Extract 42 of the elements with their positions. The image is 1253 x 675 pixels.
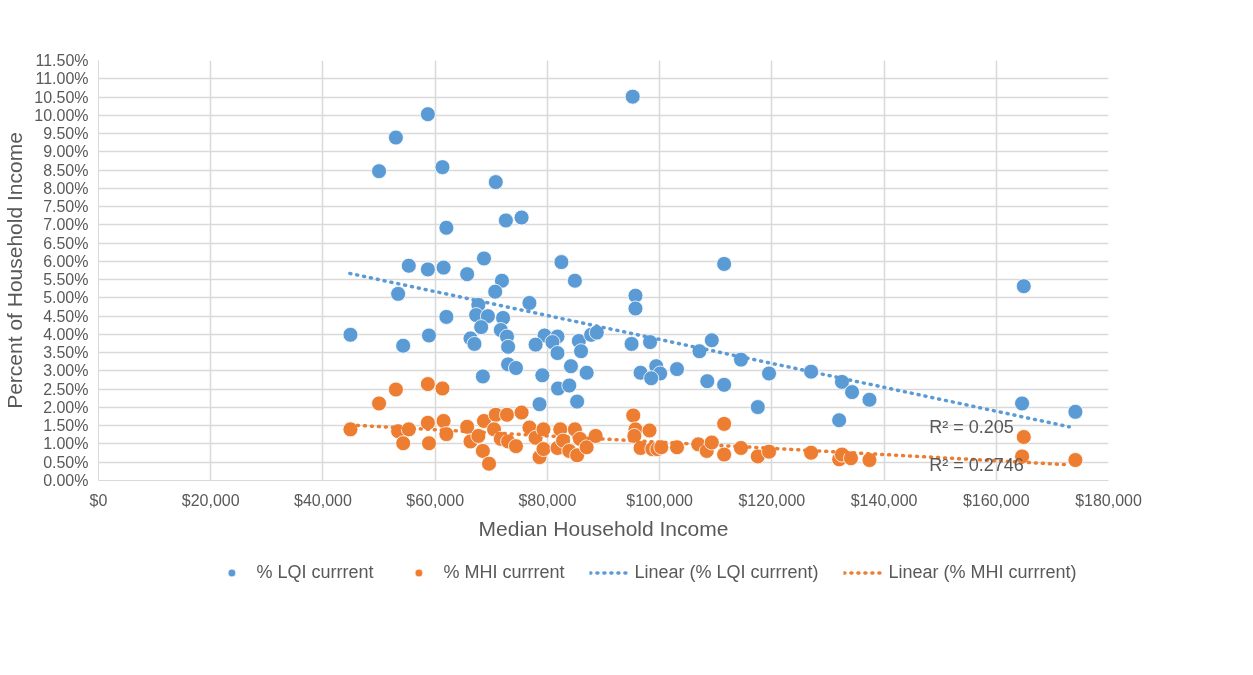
y-tick-label: 4.50%: [43, 307, 89, 325]
y-tick-label: 11.00%: [35, 70, 89, 88]
y-tick-label: 1.50%: [43, 417, 89, 435]
y-axis-title: Percent of Household Income: [3, 132, 27, 409]
y-tick-label: 10.50%: [34, 88, 89, 106]
y-tick-label: 0.50%: [43, 453, 89, 471]
annotation: R² = 0.2746: [929, 454, 1024, 475]
x-tick-label: $100,000: [626, 491, 694, 509]
x-axis-title: Median Household Income: [478, 516, 729, 540]
y-tick-label: 7.00%: [43, 216, 89, 234]
y-tick-label: 6.50%: [43, 234, 89, 252]
y-tick-label: 2.00%: [43, 398, 89, 416]
y-tick-label: 6.00%: [43, 252, 89, 270]
x-tick-label: $160,000: [962, 491, 1030, 509]
y-tick-label: 9.00%: [43, 143, 89, 161]
x-tick-label: $20,000: [181, 491, 240, 509]
x-tick-label: $120,000: [738, 491, 806, 509]
y-tick-label: 0.00%: [43, 472, 89, 489]
y-tick-label: 3.50%: [43, 344, 89, 362]
annotation: R² = 0.205: [929, 416, 1014, 437]
legend-label: Linear (% MHI currrent): [888, 561, 1077, 583]
y-tick-label: 11.50%: [35, 52, 89, 69]
y-tick-label: 4.00%: [43, 325, 89, 343]
x-tick-label: $80,000: [518, 491, 577, 509]
legend-label: % LQI currrent: [256, 561, 374, 583]
y-tick-label: 2.50%: [43, 380, 89, 398]
y-tick-label: 5.00%: [43, 289, 89, 307]
y-tick-label: 1.00%: [43, 435, 89, 453]
x-tick-label: $0: [89, 491, 108, 509]
y-tick-label: 7.50%: [43, 198, 89, 216]
y-tick-label: 8.00%: [43, 179, 89, 197]
x-tick-label: $60,000: [406, 491, 465, 509]
y-tick-label: 8.50%: [43, 161, 89, 179]
y-tick-label: 5.50%: [43, 271, 89, 289]
x-tick-label: $140,000: [850, 491, 918, 509]
legend-label: % MHI currrent: [443, 561, 565, 583]
legend-label: Linear (% LQI currrent): [634, 561, 819, 583]
x-tick-label: $40,000: [294, 491, 352, 509]
y-tick-label: 10.00%: [34, 106, 89, 124]
y-tick-label: 9.50%: [43, 125, 89, 143]
x-tick-label: $180,000: [1075, 491, 1142, 509]
y-tick-label: 3.00%: [43, 362, 89, 380]
